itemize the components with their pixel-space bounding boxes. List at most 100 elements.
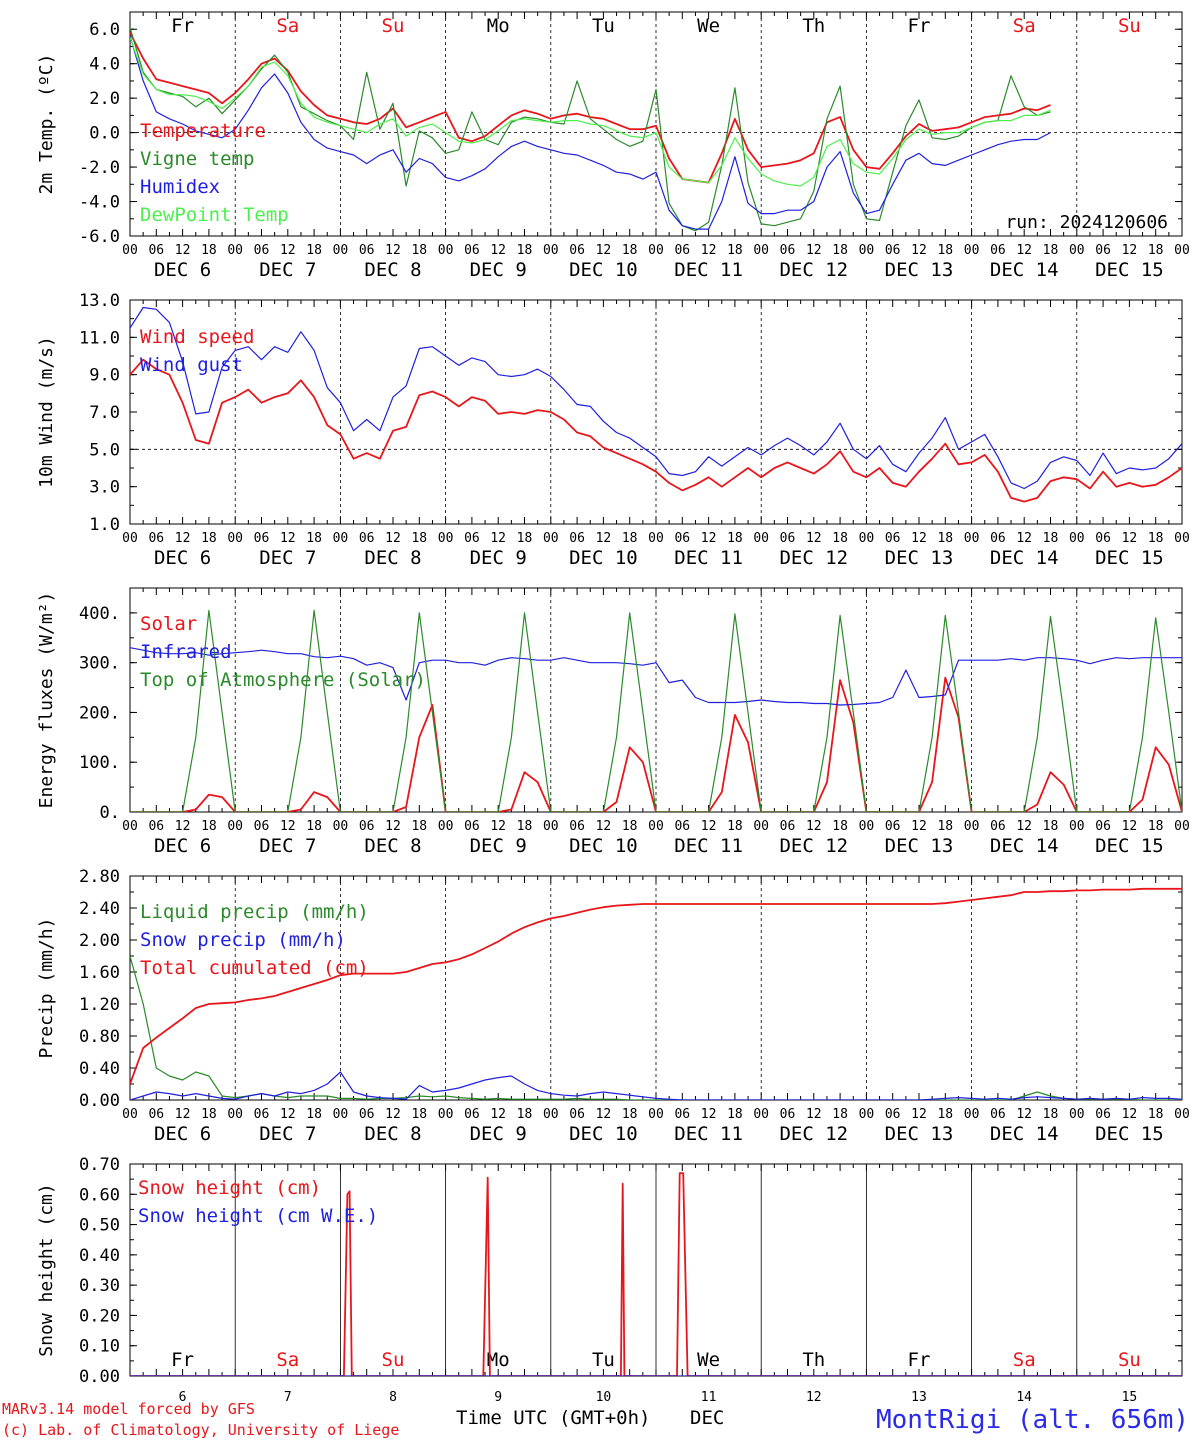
hour-tick-label: 12 (701, 243, 717, 258)
legend-entry: Wind gust (140, 354, 243, 376)
series-line-snow-height-cm- (130, 1172, 1182, 1376)
weekday-label: We (697, 15, 720, 37)
hour-tick-label: 00 (1069, 1107, 1085, 1122)
hour-tick-label: 06 (674, 243, 690, 258)
hour-tick-label: 12 (806, 819, 822, 834)
run-annotation: run: 2024120606 (1005, 212, 1168, 233)
date-label: DEC 13 (885, 835, 954, 857)
date-label: DEC 9 (470, 547, 527, 569)
hour-tick-label: 12 (175, 531, 191, 546)
series-line-humidex (130, 35, 1051, 230)
y-tick-label: 0.60 (79, 1185, 120, 1205)
hour-tick-label: 18 (411, 1107, 427, 1122)
date-label: DEC 14 (990, 835, 1059, 857)
date-label: DEC 7 (259, 259, 316, 281)
date-label: DEC 9 (470, 259, 527, 281)
y-tick-label: 0.30 (79, 1276, 120, 1296)
weekday-label: Sa (1013, 15, 1036, 37)
hour-tick-label: 18 (832, 1107, 848, 1122)
chart-panel-1: -6.0 -4.0 -2.0 0.0 2.0 4.0 6.0 2m Temp. (ºC) 00 0… (36, 11, 1190, 281)
hour-tick-label: 18 (1148, 1107, 1164, 1122)
hour-tick-label: 18 (306, 1107, 322, 1122)
y-tick-label: 3.0 (89, 478, 120, 498)
y-axis-title: 10m Wind (m/s) (36, 336, 57, 488)
hour-tick-label: 00 (964, 243, 980, 258)
y-tick-label: 2.40 (79, 899, 120, 919)
date-label: DEC 11 (674, 259, 743, 281)
y-tick-label: 2.80 (79, 867, 120, 887)
hour-tick-label: 06 (1095, 531, 1111, 546)
hour-tick-label: 06 (569, 819, 585, 834)
hour-tick-label: 00 (438, 243, 454, 258)
hour-tick-label: 06 (990, 1107, 1006, 1122)
legend-entry: Solar (140, 613, 197, 635)
hour-tick-label: 18 (306, 243, 322, 258)
hour-tick-label: 12 (490, 243, 506, 258)
plot-frame (129, 587, 1183, 813)
hour-tick-label: 06 (464, 819, 480, 834)
hour-tick-label: 06 (780, 819, 796, 834)
hour-tick-label: 00 (859, 1107, 875, 1122)
y-tick-label: 0.40 (79, 1246, 120, 1266)
hour-tick-label: 06 (1095, 1107, 1111, 1122)
hour-tick-label: 00 (438, 1107, 454, 1122)
weekday-label: Su (382, 15, 405, 37)
hour-tick-label: 00 (227, 243, 243, 258)
legend-entry: Total cumulated (cm) (140, 957, 369, 979)
date-label: DEC 13 (885, 547, 954, 569)
legend-entry: Wind speed (140, 326, 254, 348)
hour-tick-label: 18 (937, 1107, 953, 1122)
chart-panel-5: 0.00 0.10 0.20 0.30 0.40 0.50 0.60 0.70 Snow hei… (36, 1155, 1183, 1405)
series-group (130, 27, 1051, 232)
hour-tick-label: 06 (885, 819, 901, 834)
hour-tick-label: 06 (990, 819, 1006, 834)
hour-tick-label: 12 (490, 1107, 506, 1122)
y-tick-label: 9.0 (89, 366, 120, 386)
y-tick-label: 7.0 (89, 403, 120, 423)
series-line-dewpoint-temp (130, 37, 1051, 187)
day-number-label: 8 (389, 1390, 397, 1405)
hour-tick-label: 12 (280, 1107, 296, 1122)
hour-tick-label: 12 (1122, 819, 1138, 834)
date-label: DEC 15 (1095, 547, 1164, 569)
weekday-label: Th (802, 1349, 825, 1371)
series-group (130, 609, 1182, 812)
date-label: DEC 9 (470, 835, 527, 857)
weekday-label: Sa (1013, 1349, 1036, 1371)
legend-entry: Infrared (140, 641, 232, 663)
hour-tick-label: 06 (359, 243, 375, 258)
y-tick-label: 1.60 (79, 963, 120, 983)
y-tick-label: -6.0 (79, 227, 120, 247)
hour-tick-label: 12 (701, 1107, 717, 1122)
hour-tick-label: 18 (1043, 1107, 1059, 1122)
hour-tick-label: 00 (859, 531, 875, 546)
y-tick-label: 200. (79, 703, 120, 723)
y-tick-label: 0. (100, 803, 120, 823)
hour-tick-label: 18 (1043, 531, 1059, 546)
legend-entry: Temperature (140, 120, 266, 142)
hour-tick-label: 12 (1016, 243, 1032, 258)
hour-tick-label: 12 (911, 1107, 927, 1122)
y-tick-label: 0.70 (79, 1155, 120, 1175)
date-label: DEC 13 (885, 1123, 954, 1145)
hour-tick-label: 00 (648, 1107, 664, 1122)
hour-tick-label: 00 (122, 243, 138, 258)
y-tick-label: 400. (79, 604, 120, 624)
hour-tick-label: 00 (543, 243, 559, 258)
hour-tick-label: 00 (964, 531, 980, 546)
hour-tick-label: 12 (911, 819, 927, 834)
hour-tick-label: 06 (464, 531, 480, 546)
hour-tick-label: 12 (1016, 1107, 1032, 1122)
legend-entry: Liquid precip (mm/h) (140, 901, 369, 923)
hour-tick-label: 06 (990, 243, 1006, 258)
y-tick-label: 2.0 (89, 89, 120, 109)
date-label: DEC 13 (885, 259, 954, 281)
date-label: DEC 12 (779, 1123, 848, 1145)
hour-tick-label: 12 (911, 243, 927, 258)
hour-tick-label: 00 (964, 1107, 980, 1122)
hour-tick-label: 00 (648, 243, 664, 258)
y-tick-label: 0.50 (79, 1216, 120, 1236)
hour-tick-label: 06 (148, 1107, 164, 1122)
hour-tick-label: 18 (411, 819, 427, 834)
chart-panel-3: 0. 100. 200. 300. 400. Energy fluxes (W/m²) 00… (36, 587, 1190, 857)
